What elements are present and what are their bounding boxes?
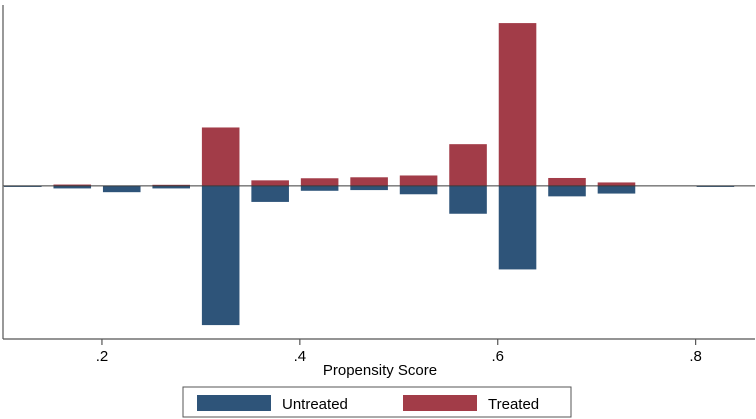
treated-bar bbox=[498, 23, 537, 186]
legend: Untreated Treated bbox=[182, 386, 572, 418]
untreated-bar bbox=[548, 185, 586, 197]
untreated-legend-key bbox=[197, 395, 271, 411]
untreated-bar bbox=[399, 185, 438, 195]
x-tick-label: .8 bbox=[689, 348, 702, 365]
bars-layer bbox=[4, 23, 735, 326]
untreated-bar bbox=[102, 185, 141, 193]
treated-bar bbox=[300, 178, 339, 186]
x-tick-label: .4 bbox=[294, 348, 307, 365]
x-tick-label: .6 bbox=[491, 348, 504, 365]
untreated-bar bbox=[152, 185, 190, 189]
x-ticks: .2 .4 .6 .8 bbox=[96, 339, 702, 365]
untreated-bar bbox=[696, 185, 735, 187]
x-tick-label: .2 bbox=[96, 348, 109, 365]
treated-bar bbox=[152, 184, 190, 186]
untreated-bar bbox=[597, 185, 636, 194]
x-axis-title: Propensity Score bbox=[323, 362, 437, 379]
treated-bar bbox=[399, 175, 438, 186]
treated-bar bbox=[251, 180, 289, 186]
untreated-bar bbox=[300, 185, 339, 191]
untreated-bar bbox=[251, 185, 289, 202]
treated-bar bbox=[449, 144, 487, 186]
untreated-bar bbox=[201, 185, 240, 326]
untreated-legend-label: Untreated bbox=[282, 396, 348, 413]
treated-bar bbox=[350, 177, 388, 186]
treated-bar bbox=[548, 177, 586, 186]
untreated-bar bbox=[498, 185, 537, 270]
untreated-bar bbox=[449, 185, 487, 214]
untreated-bar bbox=[53, 185, 92, 189]
treated-bar bbox=[53, 184, 92, 186]
treated-bar bbox=[201, 127, 240, 186]
treated-legend-key bbox=[403, 395, 477, 411]
untreated-bar bbox=[4, 185, 42, 187]
treated-legend-label: Treated bbox=[488, 396, 539, 413]
untreated-bar bbox=[350, 185, 388, 191]
treated-bar bbox=[597, 182, 636, 186]
